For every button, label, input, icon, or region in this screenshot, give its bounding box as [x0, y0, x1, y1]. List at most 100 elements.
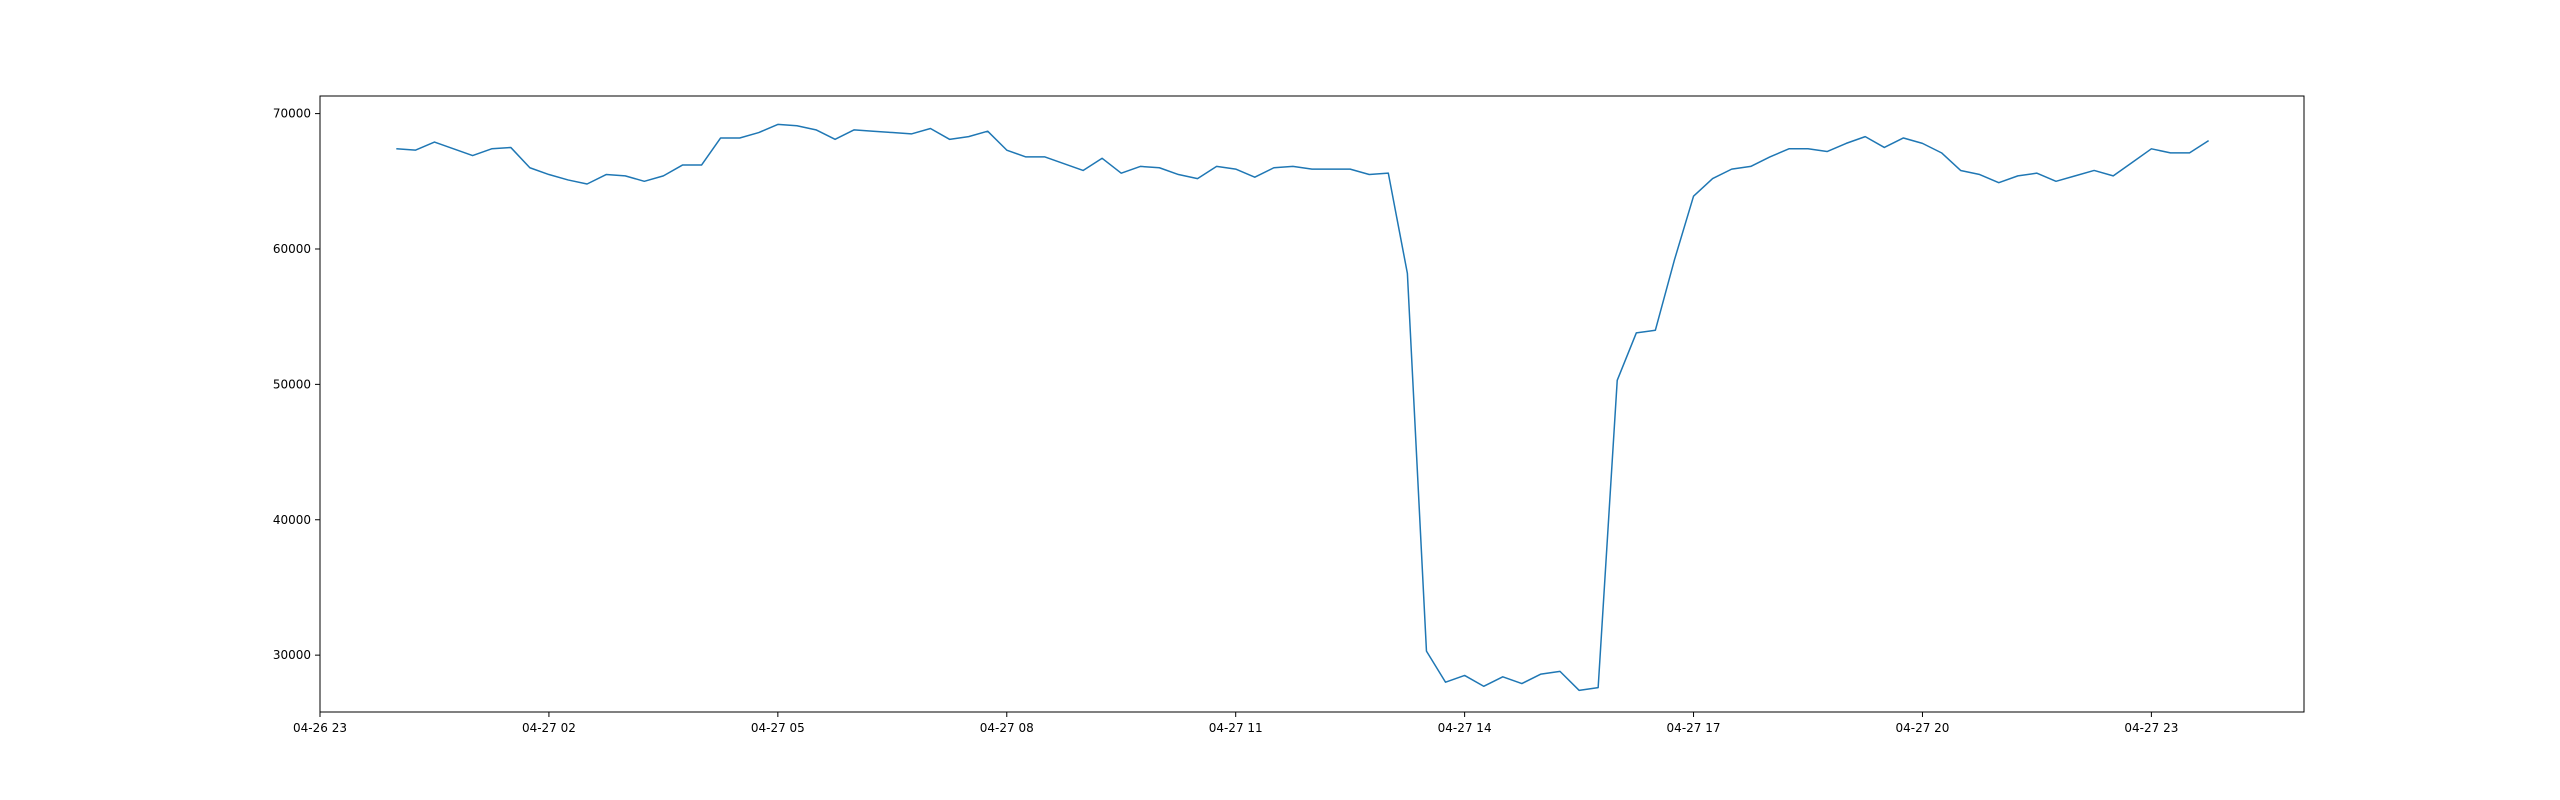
- data-point: [1100, 156, 1104, 160]
- data-point: [1749, 164, 1753, 168]
- data-point: [1844, 141, 1848, 145]
- data-point: [1138, 164, 1142, 168]
- x-tick-label: 04-27 23: [2124, 721, 2178, 735]
- y-tick-label: 60000: [273, 242, 311, 256]
- data-point: [1596, 686, 1600, 690]
- y-tick-label: 30000: [273, 648, 311, 662]
- data-point: [1920, 141, 1924, 145]
- data-point: [1043, 155, 1047, 159]
- axis-ticks: 04-26 23 04-27 02 04-27 05 04-27 08 04-27 11…: [273, 107, 2179, 735]
- data-point: [1825, 150, 1829, 154]
- data-point: [814, 128, 818, 132]
- data-point: [1291, 164, 1295, 168]
- data-point: [1176, 173, 1180, 177]
- series-line: [396, 123, 2210, 692]
- data-point: [680, 163, 684, 167]
- data-point: [757, 131, 761, 135]
- data-point: [1692, 194, 1696, 198]
- data-point: [776, 122, 780, 126]
- data-point: [1615, 378, 1619, 382]
- data-point: [1901, 136, 1905, 140]
- data-point: [1768, 155, 1772, 159]
- y-tick-label: 50000: [273, 377, 311, 391]
- data-point: [1253, 175, 1257, 179]
- data-point: [1672, 258, 1676, 262]
- plot-frame: [319, 95, 2305, 713]
- data-point: [1367, 173, 1371, 177]
- data-point: [795, 124, 799, 128]
- data-point: [2016, 174, 2020, 178]
- data-point: [452, 147, 456, 151]
- data-point: [1711, 177, 1715, 181]
- data-point: [833, 137, 837, 141]
- data-point: [1730, 167, 1734, 171]
- x-tick-label: 04-27 20: [1895, 721, 1949, 735]
- x-tick-label: 04-27 08: [980, 721, 1034, 735]
- y-tick-label: 40000: [273, 513, 311, 527]
- data-point: [623, 174, 627, 178]
- data-point: [986, 129, 990, 133]
- data-point: [1062, 162, 1066, 166]
- data-point: [852, 128, 856, 132]
- data-point: [1863, 135, 1867, 139]
- data-point: [1234, 167, 1238, 171]
- data-point: [547, 173, 551, 177]
- data-point: [1997, 181, 2001, 185]
- data-point: [1310, 167, 1314, 171]
- data-point: [1444, 680, 1448, 684]
- data-point: [967, 135, 971, 139]
- x-tick-label: 04-26 23: [293, 721, 347, 735]
- data-point: [1787, 147, 1791, 151]
- data-point: [1558, 669, 1562, 673]
- data-point: [1806, 147, 1810, 151]
- x-tick-label: 04-27 05: [751, 721, 805, 735]
- data-point: [2111, 174, 2115, 178]
- data-point: [2188, 151, 2192, 155]
- data-point: [471, 154, 475, 158]
- data-point: [2207, 139, 2211, 143]
- data-point: [1081, 168, 1085, 172]
- data-point: [2168, 151, 2172, 155]
- data-point: [909, 132, 913, 136]
- data-point: [528, 166, 532, 170]
- data-point: [948, 137, 952, 141]
- data-point: [432, 140, 436, 144]
- data-point: [509, 145, 513, 149]
- data-point: [1005, 148, 1009, 152]
- data-point: [928, 126, 932, 130]
- data-point: [413, 148, 417, 152]
- data-point: [2035, 171, 2039, 175]
- data-point: [1424, 649, 1428, 653]
- data-point: [1463, 673, 1467, 677]
- data-point: [1940, 151, 1944, 155]
- data-point: [700, 163, 704, 167]
- data-point: [1501, 675, 1505, 679]
- data-point: [1329, 167, 1333, 171]
- data-point: [585, 182, 589, 186]
- data-point: [1539, 672, 1543, 676]
- data-point: [642, 179, 646, 183]
- data-point: [2130, 160, 2134, 164]
- x-tick-label: 04-27 11: [1209, 721, 1263, 735]
- data-point: [871, 129, 875, 133]
- data-point: [604, 173, 608, 177]
- data-point: [1882, 145, 1886, 149]
- data-point: [719, 136, 723, 140]
- data-point: [2054, 179, 2058, 183]
- data-point: [394, 147, 398, 151]
- x-tick-label: 04-27 02: [522, 721, 576, 735]
- y-tick-label: 70000: [273, 107, 311, 121]
- data-point: [1978, 173, 1982, 177]
- data-point: [1196, 177, 1200, 181]
- x-tick-label: 04-27 17: [1667, 721, 1721, 735]
- data-point: [1386, 171, 1390, 175]
- data-point: [566, 178, 570, 182]
- data-point: [490, 147, 494, 151]
- data-point: [1024, 155, 1028, 159]
- data-point: [1482, 684, 1486, 688]
- data-point: [890, 131, 894, 135]
- data-point: [661, 174, 665, 178]
- data-point: [2073, 174, 2077, 178]
